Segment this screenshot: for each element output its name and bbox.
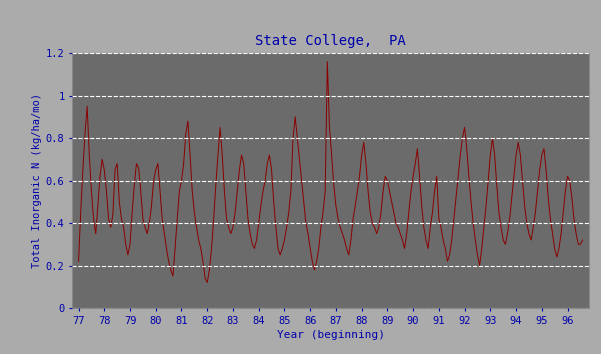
Title: State College,  PA: State College, PA <box>255 34 406 48</box>
X-axis label: Year (beginning): Year (beginning) <box>276 330 385 340</box>
Y-axis label: Total Inorganic N (kg/ha/mo): Total Inorganic N (kg/ha/mo) <box>32 93 41 268</box>
